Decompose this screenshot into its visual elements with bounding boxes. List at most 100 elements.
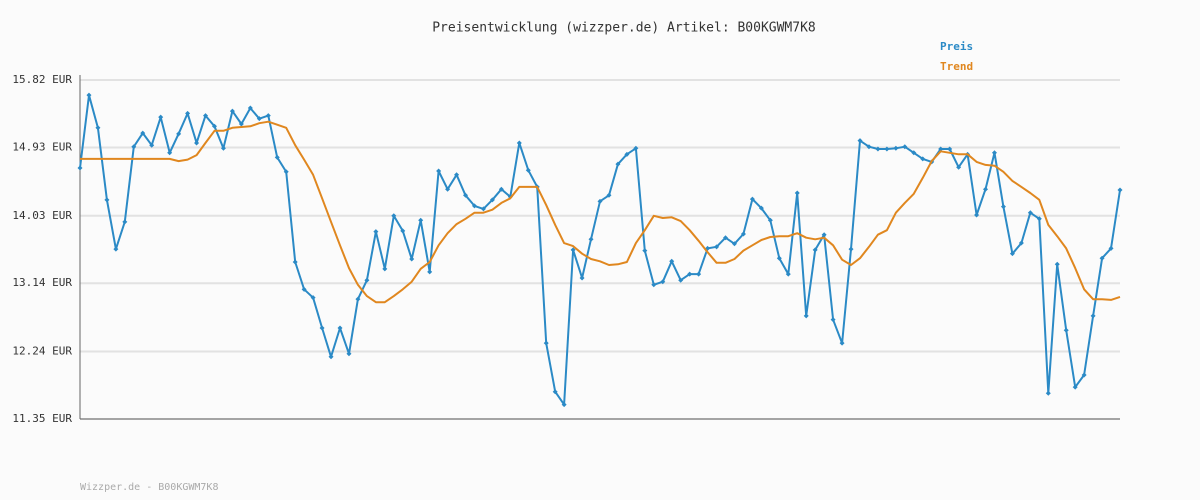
series-line xyxy=(80,120,1121,304)
data-point xyxy=(1099,255,1105,261)
data-point xyxy=(633,145,639,151)
data-point xyxy=(238,121,244,127)
data-point xyxy=(203,113,209,119)
data-point xyxy=(328,354,334,360)
data-point xyxy=(731,241,737,247)
data-point xyxy=(382,266,388,272)
data-point xyxy=(265,113,271,119)
data-point xyxy=(669,258,675,264)
data-point xyxy=(615,161,621,167)
data-point xyxy=(167,150,173,156)
data-point xyxy=(597,198,603,204)
data-point xyxy=(274,154,280,160)
data-point xyxy=(436,168,442,174)
data-point xyxy=(149,142,155,148)
data-point xyxy=(1054,261,1060,267)
data-point xyxy=(1117,187,1123,193)
data-point xyxy=(1108,245,1114,251)
data-point xyxy=(247,105,253,111)
data-point xyxy=(956,164,962,170)
y-tick-label: 11.35 EUR xyxy=(12,412,72,425)
data-point xyxy=(122,219,128,225)
data-point xyxy=(552,389,558,395)
data-point xyxy=(418,217,424,223)
data-point xyxy=(893,145,899,151)
data-point xyxy=(185,110,191,116)
data-point xyxy=(158,114,164,120)
data-point xyxy=(812,247,818,253)
data-point xyxy=(346,351,352,357)
data-point xyxy=(651,282,657,288)
data-point xyxy=(803,313,809,319)
data-point xyxy=(857,138,863,144)
data-point xyxy=(947,146,953,152)
data-point xyxy=(767,217,773,223)
data-point xyxy=(77,165,83,171)
data-point xyxy=(642,248,648,254)
data-point xyxy=(938,146,944,152)
data-point xyxy=(776,255,782,261)
data-point xyxy=(606,192,612,198)
data-point xyxy=(445,186,451,192)
data-point xyxy=(400,228,406,234)
y-tick-label: 14.93 EUR xyxy=(12,140,72,153)
data-point xyxy=(301,286,307,292)
y-tick-label: 15.82 EUR xyxy=(12,73,72,86)
y-tick-label: 12.24 EUR xyxy=(12,345,72,358)
data-point xyxy=(391,213,397,219)
data-point xyxy=(974,212,980,218)
data-point xyxy=(310,295,316,301)
data-point xyxy=(1027,210,1033,216)
data-point xyxy=(131,144,137,150)
data-point xyxy=(714,244,720,250)
data-point xyxy=(229,108,235,114)
data-point xyxy=(839,340,845,346)
data-point xyxy=(1045,390,1051,396)
data-point xyxy=(176,131,182,137)
data-point xyxy=(920,156,926,162)
data-point xyxy=(409,256,415,262)
data-point xyxy=(588,236,594,242)
data-point xyxy=(113,246,119,252)
data-point xyxy=(194,140,200,146)
data-point xyxy=(848,246,854,252)
data-point xyxy=(821,232,827,238)
data-point xyxy=(525,167,531,173)
chart-title: Preisentwicklung (wizzper.de) Artikel: B… xyxy=(432,21,816,36)
data-point xyxy=(364,277,370,283)
data-point xyxy=(794,190,800,196)
data-point xyxy=(830,317,836,323)
data-point xyxy=(471,203,477,209)
data-point xyxy=(86,92,92,98)
data-point xyxy=(1090,313,1096,319)
data-point xyxy=(355,296,361,302)
data-point xyxy=(211,123,217,129)
data-point xyxy=(884,146,890,152)
data-point xyxy=(1072,384,1078,390)
data-point xyxy=(480,206,486,212)
data-point xyxy=(1063,327,1069,333)
data-point xyxy=(678,277,684,283)
legend-label: Preis xyxy=(940,40,973,53)
data-point xyxy=(723,235,729,241)
data-point xyxy=(373,229,379,235)
data-point xyxy=(498,186,504,192)
data-point xyxy=(283,169,289,175)
data-point xyxy=(1081,372,1087,378)
data-point xyxy=(1036,216,1042,222)
data-point xyxy=(687,271,693,277)
data-point xyxy=(758,205,764,211)
data-point xyxy=(95,125,101,131)
data-point xyxy=(749,196,755,202)
data-point xyxy=(104,197,110,203)
data-point xyxy=(875,146,881,152)
data-point xyxy=(983,186,989,192)
data-point xyxy=(740,231,746,237)
data-point xyxy=(454,172,460,178)
data-point xyxy=(489,197,495,203)
data-point xyxy=(1018,240,1024,246)
data-point xyxy=(911,150,917,156)
data-point xyxy=(1009,251,1015,257)
